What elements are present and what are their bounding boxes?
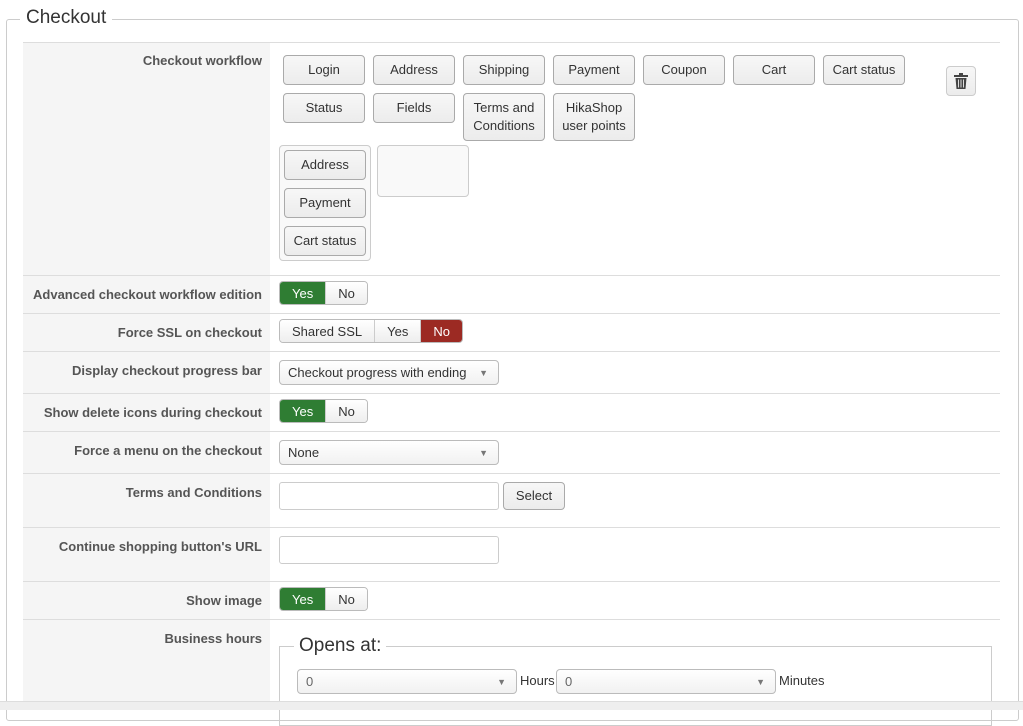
selected-value: Checkout progress with ending xyxy=(288,365,467,380)
hours-select[interactable]: 0 ▼ xyxy=(297,669,517,694)
divider xyxy=(23,473,1000,474)
ssl-label: Force SSL on checkout xyxy=(117,325,262,340)
progress-select[interactable]: Checkout progress with ending ▼ xyxy=(279,360,499,385)
divider xyxy=(23,313,1000,314)
divider xyxy=(23,527,1000,528)
workflow-item-fields[interactable]: Fields xyxy=(373,93,455,123)
show-image-label: Show image xyxy=(186,593,262,608)
yes-option[interactable]: Yes xyxy=(280,282,326,304)
opens-at-title: Opens at: xyxy=(294,635,387,657)
advanced-toggle[interactable]: Yes No xyxy=(279,281,368,305)
divider xyxy=(23,581,1000,582)
menu-label: Force a menu on the checkout xyxy=(74,443,262,458)
divider xyxy=(23,275,1000,276)
selected-value: 0 xyxy=(565,674,573,689)
label-column xyxy=(23,42,270,709)
hours-label: Hours xyxy=(520,673,555,688)
yes-option[interactable]: Yes xyxy=(374,320,421,342)
divider xyxy=(23,42,1000,43)
step-item-cart-status[interactable]: Cart status xyxy=(284,226,366,256)
no-option[interactable]: No xyxy=(325,588,367,610)
continue-url-label: Continue shopping button's URL xyxy=(58,539,262,554)
trash-button[interactable] xyxy=(946,66,976,96)
workflow-item-user-points[interactable]: HikaShop user points xyxy=(553,93,635,141)
divider xyxy=(23,619,1000,620)
workflow-item-status[interactable]: Status xyxy=(283,93,365,123)
terms-select-button[interactable]: Select xyxy=(503,482,565,510)
workflow-item-shipping[interactable]: Shipping xyxy=(463,55,545,85)
workflow-item-login[interactable]: Login xyxy=(283,55,365,85)
step-item-address[interactable]: Address xyxy=(284,150,366,180)
progress-label: Display checkout progress bar xyxy=(71,363,262,378)
minutes-label: Minutes xyxy=(779,673,825,688)
terms-label: Terms and Conditions xyxy=(125,485,262,500)
delete-icons-toggle[interactable]: Yes No xyxy=(279,399,368,423)
yes-option[interactable]: Yes xyxy=(280,400,326,422)
delete-icons-label: Show delete icons during checkout xyxy=(43,405,262,420)
no-option[interactable]: No xyxy=(325,400,367,422)
selected-value: None xyxy=(288,445,320,460)
workflow-item-terms[interactable]: Terms and Conditions xyxy=(463,93,545,141)
workflow-item-payment[interactable]: Payment xyxy=(553,55,635,85)
workflow-new-step-dropzone[interactable] xyxy=(377,145,469,197)
menu-select[interactable]: None ▼ xyxy=(279,440,499,465)
minutes-select[interactable]: 0 ▼ xyxy=(556,669,776,694)
continue-url-input[interactable] xyxy=(279,536,499,564)
show-image-toggle[interactable]: Yes No xyxy=(279,587,368,611)
step-item-payment[interactable]: Payment xyxy=(284,188,366,218)
divider xyxy=(23,431,1000,432)
dropdown-arrow-icon: ▼ xyxy=(756,676,765,687)
shared-ssl-option[interactable]: Shared SSL xyxy=(280,320,375,342)
workflow-item-address[interactable]: Address xyxy=(373,55,455,85)
divider xyxy=(23,393,1000,394)
divider xyxy=(23,351,1000,352)
dropdown-arrow-icon: ▼ xyxy=(497,676,506,687)
no-option[interactable]: No xyxy=(325,282,367,304)
workflow-item-coupon[interactable]: Coupon xyxy=(643,55,725,85)
trash-icon xyxy=(954,73,968,89)
yes-option[interactable]: Yes xyxy=(280,588,326,610)
workflow-label: Checkout workflow xyxy=(142,53,262,68)
workflow-item-cart[interactable]: Cart xyxy=(733,55,815,85)
selected-value: 0 xyxy=(306,674,314,689)
business-hours-label: Business hours xyxy=(164,631,262,646)
no-option[interactable]: No xyxy=(420,320,462,342)
workflow-item-cart-status[interactable]: Cart status xyxy=(823,55,905,85)
terms-input[interactable] xyxy=(279,482,499,510)
fieldset-title: Checkout xyxy=(20,7,113,29)
dropdown-arrow-icon: ▼ xyxy=(479,367,488,378)
advanced-label: Advanced checkout workflow edition xyxy=(33,287,262,302)
ssl-toggle[interactable]: Shared SSL Yes No xyxy=(279,319,463,343)
bottom-bar xyxy=(0,701,1023,710)
dropdown-arrow-icon: ▼ xyxy=(479,447,488,458)
